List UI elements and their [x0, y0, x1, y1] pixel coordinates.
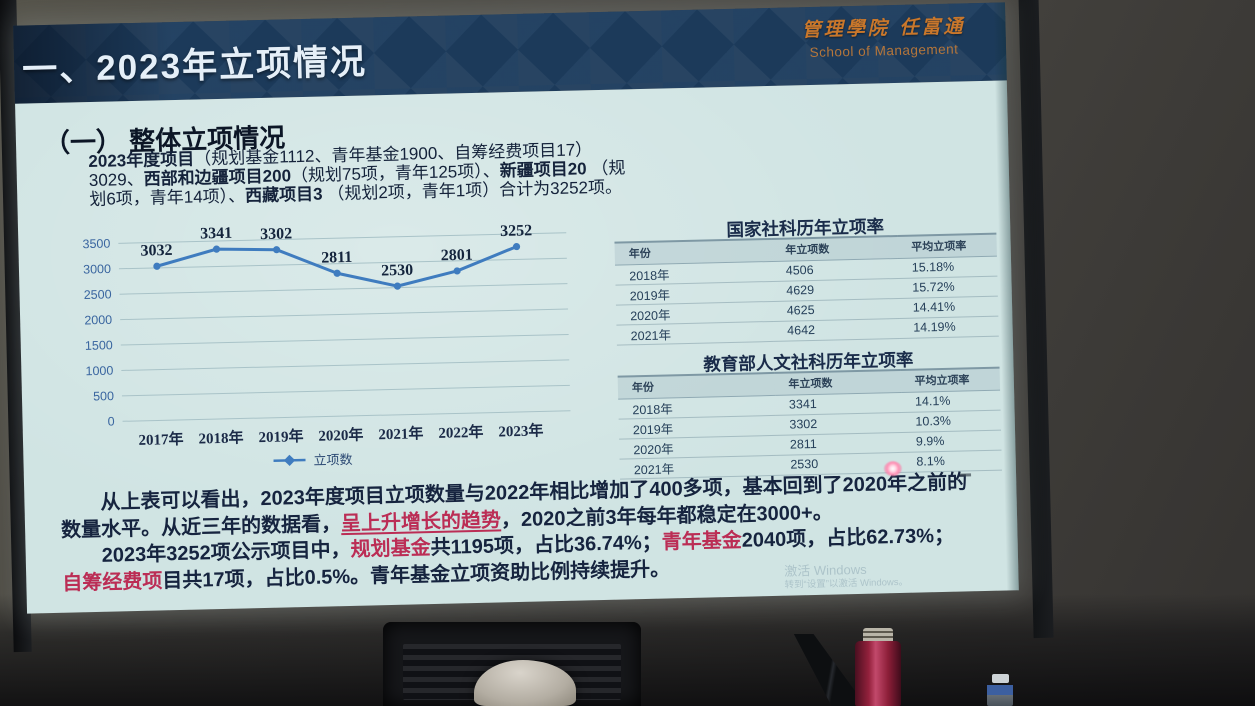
logo-calligraphy: 管理學院 任富通: [801, 15, 966, 42]
text-segment: ；: [933, 524, 955, 548]
text-segment: 青年基金: [661, 529, 743, 554]
projector-screen: 一、2023年立项情况 管理學院 任富通 School of Managemen…: [13, 2, 1019, 614]
water-bottle: [984, 674, 1016, 706]
logo-subtitle: School of Management: [809, 41, 959, 61]
svg-text:2811: 2811: [321, 249, 353, 267]
svg-text:2500: 2500: [84, 287, 112, 302]
table-header-cell: 平均立项率: [900, 367, 1001, 392]
table-header-cell: 平均立项率: [897, 233, 997, 258]
table-cell: 10.3%: [901, 409, 1001, 432]
thermos-body: [855, 641, 901, 706]
svg-text:2022年: 2022年: [438, 423, 483, 442]
svg-text:2023年: 2023年: [498, 421, 543, 440]
svg-text:1000: 1000: [85, 364, 113, 379]
text-segment: 2023年3252项公示项目中，: [101, 538, 351, 567]
svg-text:2530: 2530: [381, 262, 413, 280]
text-segment: 新疆项目20: [499, 159, 587, 181]
table-cell: 14.1%: [900, 389, 1001, 412]
svg-text:2018年: 2018年: [198, 428, 243, 447]
svg-text:3302: 3302: [260, 225, 292, 243]
svg-text:3032: 3032: [140, 242, 172, 260]
water-bottle-label: [987, 685, 1013, 695]
thermos-bottle: [852, 628, 904, 706]
water-bottle-body: [987, 685, 1013, 706]
table-cell: 15.18%: [897, 255, 998, 278]
text-segment: 西藏项目3: [244, 184, 323, 206]
table-cell: 4642: [772, 317, 900, 341]
moe-approval-table: 年份 年立项数 平均立项率 2018年 3341 14.1% 2019年 3302 10.3% 2…: [617, 367, 1002, 479]
text-segment: 2040项，占比: [741, 526, 867, 552]
svg-text:3500: 3500: [82, 237, 110, 252]
school-logo: 管理學院 任富通 School of Management: [783, 11, 984, 61]
slide-title: 一、2023年立项情况: [21, 42, 368, 90]
text-segment: 目共17项，占比: [162, 566, 305, 592]
screen-frame-right: [1018, 0, 1054, 639]
slide-content: （一） 整体立项情况 2023年度项目（规划基金1112、青年基金1900、自筹…: [15, 80, 1019, 614]
text-segment: 62.73%: [865, 525, 935, 549]
svg-text:2000: 2000: [84, 313, 112, 328]
text-segment: 共1195项，占比: [430, 533, 575, 560]
svg-text:500: 500: [93, 389, 114, 403]
text-segment: 。青年基金立项资助比例持续提升。: [349, 557, 671, 588]
svg-text:2017年: 2017年: [138, 430, 183, 449]
tissue-box: [474, 660, 576, 706]
svg-text:3000: 3000: [83, 262, 111, 277]
table-header-cell: 年立项数: [774, 369, 901, 395]
text-segment: 0.5%: [304, 565, 351, 589]
text-segment: 自筹经费项: [62, 569, 163, 595]
dash-mark: [960, 473, 972, 477]
text-segment: 36.74%: [573, 532, 643, 556]
national-approval-table: 年份 年立项数 平均立项率 2018年 4506 15.18% 2019年 4629 15.72…: [614, 233, 999, 345]
svg-text:2021年: 2021年: [378, 424, 423, 443]
table-cell: 14.19%: [898, 315, 999, 338]
water-bottle-cap: [991, 674, 1009, 683]
svg-text:2019年: 2019年: [258, 427, 303, 446]
svg-text:3252: 3252: [500, 222, 532, 240]
table-cell: 15.72%: [898, 275, 998, 298]
table-cell: 2021年: [616, 320, 774, 345]
chart-svg: 0 500 1000 1500 2000 2500 3000 3500 3032 3341 3302…: [82, 222, 571, 468]
svg-text:立项数: 立项数: [313, 452, 352, 468]
watermark-line2: 转到“设置”以激活 Windows。: [784, 577, 909, 591]
thermos-cap: [863, 628, 893, 641]
table-cell: 14.41%: [898, 295, 999, 318]
table-cell: 8.1%: [902, 449, 1002, 472]
text-segment: 2023年度项目: [88, 149, 195, 172]
text-segment: ；: [641, 531, 663, 555]
table-cell: 9.9%: [901, 429, 1002, 452]
svg-text:2020年: 2020年: [318, 426, 363, 445]
table-header-cell: 年立项数: [771, 236, 898, 261]
approvals-line-chart: 0 500 1000 1500 2000 2500 3000 3500 3032 3341 3302…: [68, 199, 579, 477]
text-segment: 呈上升增长的趋势: [340, 508, 502, 535]
svg-text:3341: 3341: [200, 225, 232, 243]
text-segment: 规划基金: [350, 537, 431, 561]
windows-activation-watermark: 激活 Windows 转到“设置”以激活 Windows。: [784, 561, 908, 592]
svg-text:1500: 1500: [85, 338, 113, 353]
svg-text:0: 0: [107, 414, 114, 428]
svg-text:2801: 2801: [441, 247, 473, 265]
